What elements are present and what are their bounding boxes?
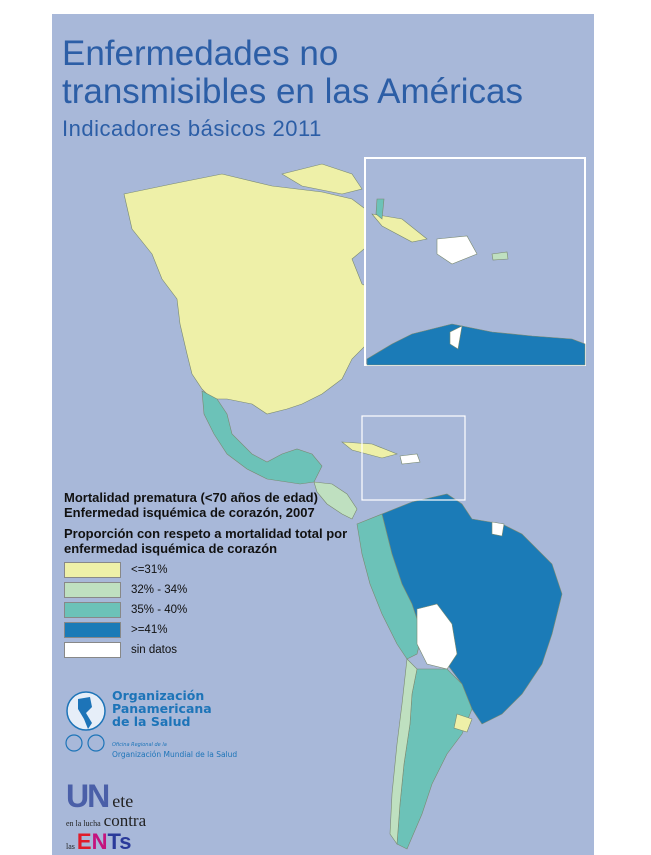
campaign-contra: contra <box>103 811 147 830</box>
caribbean-inset <box>364 157 586 366</box>
poster: Enfermedades no transmisibles en las Amé… <box>52 14 594 855</box>
ops-logo: Organización Panamericana de la Salud Of… <box>64 689 237 759</box>
campaign-ete: ete <box>112 791 134 811</box>
legend-label: >=41% <box>131 624 168 636</box>
campaign-un: UN <box>66 778 110 814</box>
legend-item: >=41% <box>64 622 347 638</box>
region-uruguay <box>453 713 473 733</box>
choropleth-map <box>123 157 586 850</box>
legend-label: 35% - 40% <box>131 604 188 616</box>
region-guyanas <box>491 521 505 537</box>
legend-heading: enfermedad isquémica de corazón <box>64 541 278 556</box>
campaign-row: las ENTs <box>66 830 146 854</box>
legend-item: 35% - 40% <box>64 602 347 618</box>
ops-name-line: Organización <box>112 688 205 703</box>
region-hispaniola <box>399 453 421 465</box>
legend-label: sin datos <box>131 644 178 656</box>
campaign-row: UN ete <box>66 780 146 812</box>
legend-swatch <box>64 642 121 658</box>
ops-name-line: Panamericana <box>112 701 212 716</box>
region-andes-west <box>356 513 423 660</box>
title-line-2: transmisibles en las Américas <box>62 72 523 111</box>
legend-heading: Proporción con respeto a mortalidad tota… <box>64 526 348 541</box>
inset-locator-box <box>361 415 466 501</box>
legend-swatch <box>64 602 121 618</box>
campaign-row: en la lucha contra <box>66 812 146 830</box>
campaign-logo: UN ete en la lucha contra las ENTs <box>66 780 146 854</box>
region-central-america <box>313 481 358 520</box>
legend-swatch <box>64 622 121 638</box>
campaign-ents: ENTs <box>76 829 132 854</box>
legend-item: sin datos <box>64 642 347 658</box>
legend-heading: Mortalidad prematura (<70 años de edad) <box>64 490 318 505</box>
legend-swatch <box>64 562 121 578</box>
legend-label: 32% - 34% <box>131 584 188 596</box>
region-mexico <box>201 390 323 485</box>
legend-item: 32% - 34% <box>64 582 347 598</box>
legend-item: <=31% <box>64 562 347 578</box>
ops-subtitle: Organización Mundial de la Salud <box>112 750 238 759</box>
ops-name: Organización Panamericana de la Salud <box>112 689 212 728</box>
region-cuba <box>341 441 398 459</box>
legend-swatch <box>64 582 121 598</box>
globe-icon <box>65 691 106 752</box>
campaign-las: las <box>66 842 75 851</box>
ops-subtitle: Oficina Regional de la <box>112 742 167 748</box>
region-bolivia <box>416 603 458 670</box>
region-chile <box>389 658 418 845</box>
ops-name-line: de la Salud <box>112 714 191 729</box>
subtitle: Indicadores básicos 2011 <box>62 116 322 141</box>
legend-label: <=31% <box>131 564 168 576</box>
map-legend: Mortalidad prematura (<70 años de edad) … <box>64 490 347 658</box>
title-line-1: Enfermedades no <box>62 34 339 73</box>
region-north-america <box>123 173 383 415</box>
legend-heading: Enfermedad isquémica de corazón, 2007 <box>64 505 315 520</box>
campaign-lucha: en la lucha <box>66 819 101 828</box>
